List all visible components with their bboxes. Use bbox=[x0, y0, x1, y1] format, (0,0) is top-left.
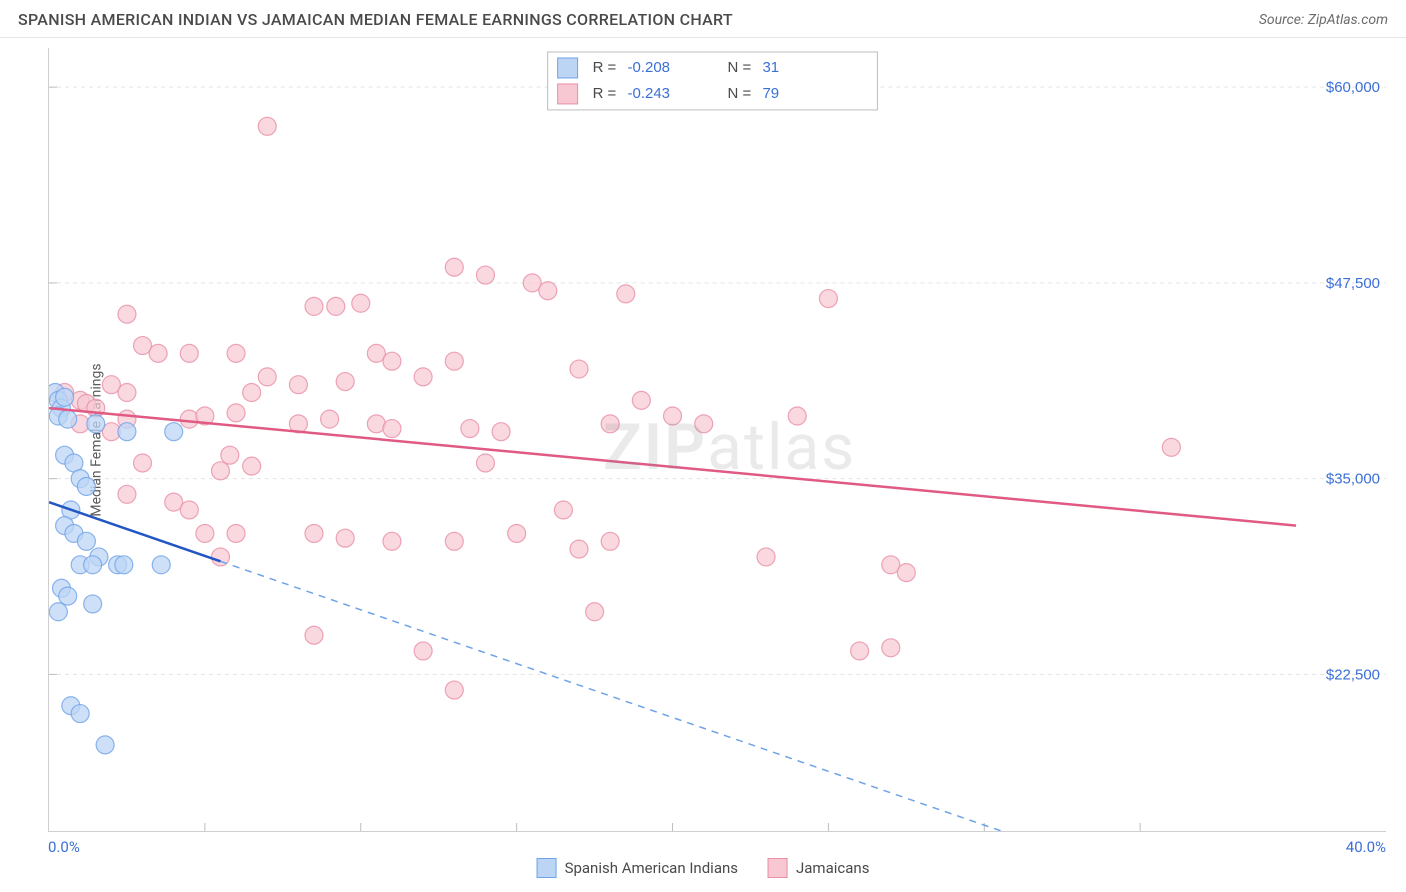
legend-item-series-b: Jamaicans bbox=[768, 858, 869, 878]
svg-text:$60,000: $60,000 bbox=[1326, 79, 1380, 96]
svg-text:N =: N = bbox=[727, 85, 751, 102]
svg-text:$22,500: $22,500 bbox=[1326, 666, 1380, 683]
svg-text:R =: R = bbox=[593, 85, 617, 102]
svg-text:$47,500: $47,500 bbox=[1326, 275, 1380, 292]
svg-text:79: 79 bbox=[762, 85, 779, 102]
svg-text:N =: N = bbox=[727, 59, 751, 76]
svg-text:-0.243: -0.243 bbox=[628, 85, 670, 102]
legend-label-series-b: Jamaicans bbox=[796, 859, 869, 877]
x-axis-max-label: 40.0% bbox=[1346, 838, 1386, 856]
legend-item-series-a: Spanish American Indians bbox=[537, 858, 738, 878]
chart-area: Median Female Earnings $22,500$35,000$47… bbox=[48, 48, 1386, 832]
source-attribution: Source: ZipAtlas.com bbox=[1259, 12, 1388, 28]
x-axis-min-label: 0.0% bbox=[48, 838, 80, 856]
plot-region: $22,500 $35,000 $47,500 $60,000 R = -0.208 N =… bbox=[48, 48, 1386, 832]
chart-header: SPANISH AMERICAN INDIAN VS JAMAICAN MEDI… bbox=[0, 0, 1406, 38]
bottom-legend: Spanish American Indians Jamaicans bbox=[537, 858, 870, 878]
chart-title: SPANISH AMERICAN INDIAN VS JAMAICAN MEDI… bbox=[18, 10, 733, 29]
plot-svg: $22,500 $35,000 $47,500 $60,000 R = -0.208 N =… bbox=[49, 48, 1386, 831]
svg-text:31: 31 bbox=[762, 59, 779, 76]
svg-text:$35,000: $35,000 bbox=[1326, 471, 1380, 488]
svg-text:R =: R = bbox=[593, 59, 617, 76]
legend-swatch-series-a bbox=[537, 858, 557, 878]
legend-swatch-series-b bbox=[768, 858, 788, 878]
svg-text:-0.208: -0.208 bbox=[628, 59, 670, 76]
legend-label-series-a: Spanish American Indians bbox=[565, 859, 738, 877]
